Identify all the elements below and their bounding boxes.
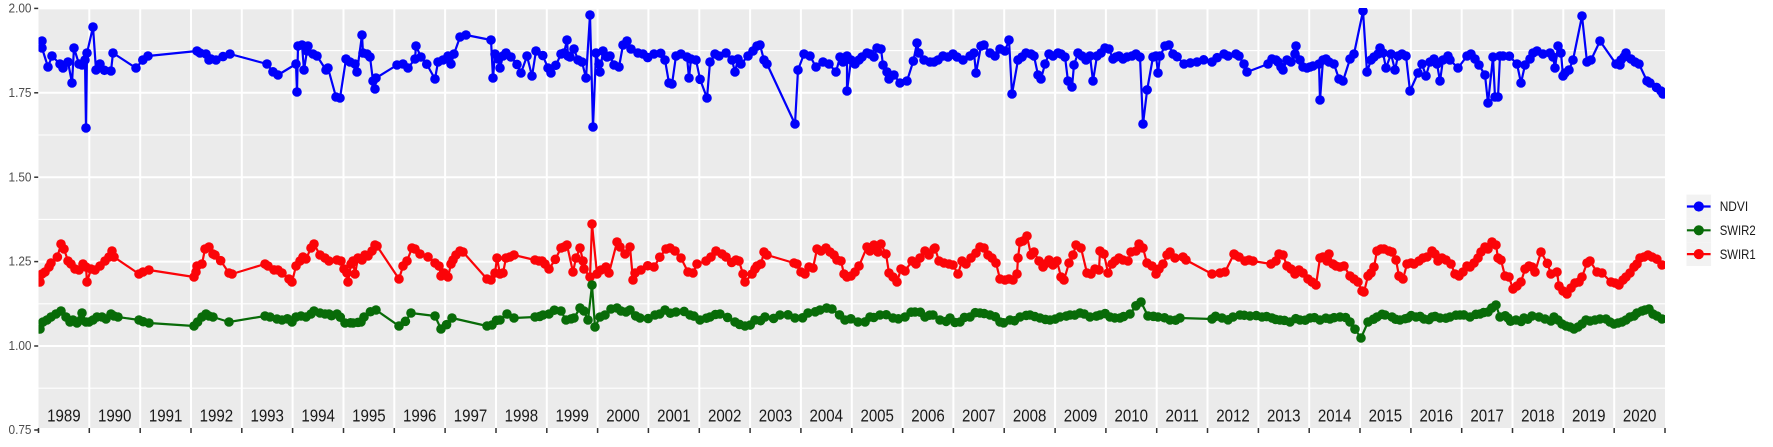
svg-text:2020: 2020 (1623, 405, 1657, 425)
svg-text:1993: 1993 (250, 405, 284, 425)
svg-text:2008: 2008 (1013, 405, 1047, 425)
svg-text:NDVI: NDVI (1720, 199, 1749, 215)
svg-text:2.00: 2.00 (9, 1, 32, 16)
svg-text:2012: 2012 (1216, 405, 1250, 425)
svg-text:1.50: 1.50 (9, 169, 32, 184)
svg-text:2004: 2004 (810, 405, 844, 425)
svg-text:1995: 1995 (352, 405, 386, 425)
svg-text:1999: 1999 (555, 405, 589, 425)
svg-text:2015: 2015 (1369, 405, 1403, 425)
svg-text:2007: 2007 (962, 405, 996, 425)
svg-text:1992: 1992 (200, 405, 234, 425)
svg-text:2013: 2013 (1267, 405, 1301, 425)
svg-text:0.75: 0.75 (9, 422, 32, 437)
svg-text:1996: 1996 (403, 405, 437, 425)
svg-text:2018: 2018 (1521, 405, 1555, 425)
svg-text:2016: 2016 (1420, 405, 1454, 425)
svg-text:2000: 2000 (606, 405, 640, 425)
svg-text:2019: 2019 (1572, 405, 1606, 425)
svg-text:2003: 2003 (759, 405, 793, 425)
svg-text:SWIR2: SWIR2 (1720, 223, 1756, 239)
svg-text:1991: 1991 (149, 405, 183, 425)
svg-text:2001: 2001 (657, 405, 691, 425)
svg-text:2011: 2011 (1165, 405, 1199, 425)
svg-text:2002: 2002 (708, 405, 742, 425)
svg-text:2017: 2017 (1470, 405, 1504, 425)
svg-text:1989: 1989 (47, 405, 81, 425)
svg-text:2014: 2014 (1318, 405, 1352, 425)
svg-text:2006: 2006 (911, 405, 945, 425)
svg-text:1990: 1990 (98, 405, 132, 425)
svg-text:2005: 2005 (860, 405, 894, 425)
svg-text:2009: 2009 (1064, 405, 1098, 425)
svg-text:2010: 2010 (1115, 405, 1149, 425)
svg-text:1.75: 1.75 (9, 85, 32, 100)
svg-text:1998: 1998 (505, 405, 539, 425)
svg-text:1994: 1994 (301, 405, 335, 425)
svg-text:1997: 1997 (454, 405, 488, 425)
svg-text:SWIR1: SWIR1 (1720, 247, 1756, 263)
svg-text:1.25: 1.25 (9, 254, 32, 269)
svg-text:1.00: 1.00 (9, 338, 32, 353)
